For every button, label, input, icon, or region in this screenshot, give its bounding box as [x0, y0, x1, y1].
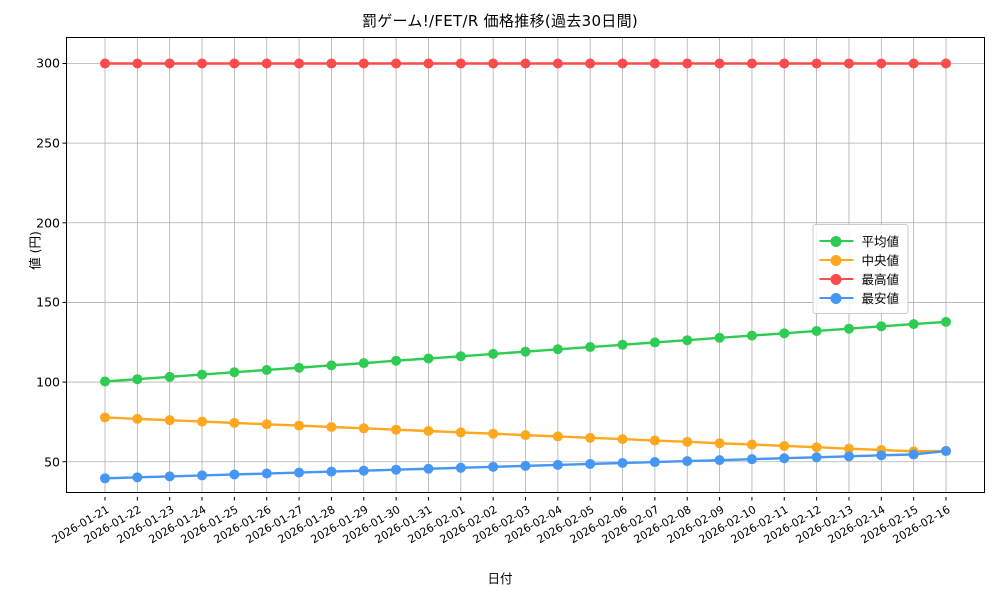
- legend-label: 最高値: [861, 272, 899, 287]
- y-tick-label: 200: [36, 215, 60, 231]
- legend-item-3[interactable]: 最安値: [819, 288, 899, 307]
- y-tick-label: 150: [36, 294, 60, 310]
- y-tick-label: 300: [36, 55, 60, 71]
- x-axis-tick-labels: 2026-01-21 2026-01-22 2026-01-23 2026-01-24…: [0, 497, 1000, 567]
- series-0: [100, 316, 951, 387]
- x-axis-label: 日付: [487, 571, 513, 586]
- legend-marker-icon: [819, 291, 854, 305]
- legend-label: 最安値: [861, 291, 899, 306]
- y-tick-label: 100: [36, 374, 60, 390]
- chart-title: 罰ゲーム!/FET/R 価格推移(過去30日間): [361, 12, 639, 30]
- series-1: [100, 412, 951, 457]
- x-tick-marks: [104, 497, 947, 501]
- legend-marker-icon: [819, 253, 854, 267]
- legend-marker-icon: [819, 234, 854, 248]
- grid-lines: [67, 38, 984, 492]
- chart-figure: 罰ゲーム!/FET/R 価格推移(過去30日間) 値 (円) 日付 50 100 1…: [0, 12, 1000, 586]
- series-3: [100, 446, 951, 484]
- legend-label: 平均値: [861, 234, 899, 249]
- legend-item-0[interactable]: 平均値: [819, 231, 899, 250]
- plot-svg: [67, 38, 984, 492]
- y-tick-marks: [62, 62, 66, 463]
- series-2: [100, 58, 951, 69]
- y-axis-tick-labels: 50 100 150 200 250 300: [14, 37, 60, 493]
- legend-marker-icon: [819, 272, 854, 286]
- legend-item-2[interactable]: 最高値: [819, 269, 899, 288]
- chart-legend: 平均値中央値最高値最安値: [812, 224, 908, 314]
- legend-label: 中央値: [861, 253, 899, 268]
- y-tick-label: 50: [44, 454, 60, 470]
- y-tick-label: 250: [36, 135, 60, 151]
- legend-item-1[interactable]: 中央値: [819, 250, 899, 269]
